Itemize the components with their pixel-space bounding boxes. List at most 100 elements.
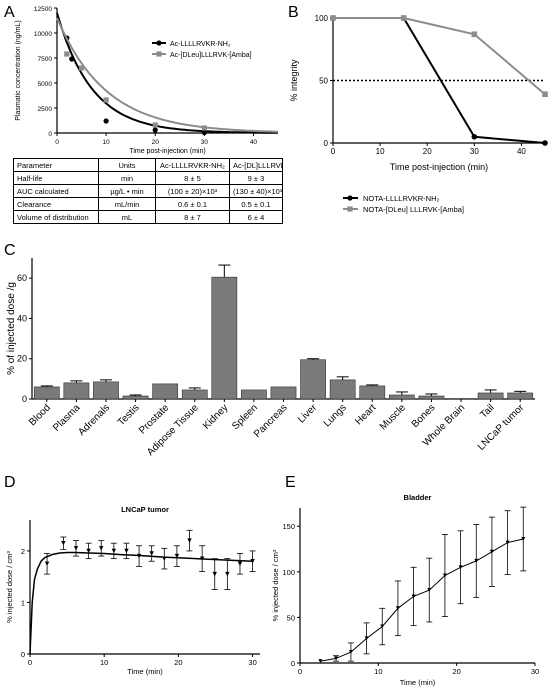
data-point — [400, 15, 407, 21]
y-tick-label: 0 — [291, 659, 295, 668]
y-tick-label: 40 — [17, 313, 27, 323]
panel-label-a: A — [4, 4, 15, 21]
bar — [270, 386, 297, 400]
table-cell: AUC calculated — [13, 184, 99, 198]
table-cell: (100 ± 20)×10³ — [155, 184, 230, 198]
bar — [300, 359, 326, 400]
data-point — [152, 122, 158, 128]
category-label: Adipose Tissue — [145, 402, 201, 458]
data-point — [103, 97, 109, 103]
data-point — [411, 594, 416, 599]
legend-marker — [347, 206, 353, 212]
data-point — [61, 540, 66, 546]
bar — [477, 392, 504, 400]
data-point — [471, 31, 478, 38]
bar — [33, 386, 60, 400]
table-cell: Ac-LLLLRVKR-NH₂ — [155, 158, 230, 172]
data-point — [489, 549, 494, 554]
table-cell: mL — [98, 210, 156, 224]
x-tick-label: 10 — [374, 667, 382, 676]
data-point — [364, 636, 369, 641]
category-label: Bones — [410, 402, 438, 430]
data-point — [250, 559, 255, 564]
pharmacokinetic-parameter-table: Parameter Units Ac-LLLLRVKR-NH₂ Ac-[DL]LLLR… — [13, 158, 283, 224]
category-label: Adrenals — [76, 402, 112, 438]
table-row: Clearance mL/min 0.6 ± 0.1 0.5 ± 0.1 — [13, 197, 283, 211]
data-point — [348, 650, 353, 655]
panel-label-e: E — [285, 474, 296, 491]
y-tick-label: 100 — [315, 14, 329, 23]
x-axis-title: Time post-injection (min) — [129, 148, 205, 155]
x-tick-label: 30 — [201, 139, 209, 146]
table-cell: mL/min — [98, 197, 156, 211]
y-axis-title: Plasmatic concentration (ng/mL) — [15, 20, 22, 120]
chart-title: LNCaP tumor — [121, 505, 169, 514]
table-cell: Half-life — [13, 171, 99, 185]
category-label: Kidney — [201, 402, 230, 431]
y-tick-label: 2 — [21, 547, 25, 556]
data-point — [111, 548, 117, 554]
y-tick-label: 50 — [319, 77, 328, 86]
y-tick-label: 10000 — [34, 31, 52, 38]
panel-label-d: D — [4, 474, 16, 491]
x-axis-title: Time (min) — [400, 678, 436, 687]
legend-label: Ac-LLLLRVKR-NH₂ — [170, 41, 231, 48]
series-line-2 — [333, 17, 546, 96]
data-point — [380, 624, 385, 629]
y-tick-label: 0 — [324, 139, 329, 148]
x-tick-label: 20 — [452, 667, 460, 676]
parameter-table-body: Parameter Units Ac-LLLLRVKR-NH₂ Ac-[DL]LLLR… — [13, 158, 283, 224]
legend-marker — [156, 51, 162, 57]
data-point — [330, 15, 336, 21]
y-axis-title: % integrity — [289, 59, 299, 102]
category-label: Lungs — [322, 402, 349, 429]
x-tick-label: 0 — [298, 667, 302, 676]
chart-title: Bladder — [404, 493, 432, 502]
y-tick-label: 2500 — [38, 106, 53, 113]
y-tick-label: 20 — [17, 354, 27, 364]
x-tick-label: 20 — [423, 147, 432, 156]
fit-curve-1 — [56, 12, 278, 134]
panel-label-b: B — [288, 4, 299, 21]
data-point — [73, 546, 79, 551]
data-point — [124, 548, 129, 554]
y-axis-title: % injected dose / cm³ — [5, 551, 14, 623]
table-cell: Units — [98, 158, 156, 172]
data-point — [78, 65, 85, 71]
data-point — [174, 553, 180, 559]
bar — [181, 389, 208, 400]
data-point — [187, 538, 192, 543]
x-tick-label: 30 — [248, 658, 256, 667]
bar — [211, 276, 238, 400]
table-cell: 9 ± 3 — [229, 171, 283, 185]
y-tick-label: 150 — [282, 522, 295, 531]
x-tick-label: 40 — [250, 139, 258, 146]
table-cell: min — [98, 171, 156, 185]
data-point — [521, 537, 526, 541]
category-label: Blood — [27, 402, 53, 428]
category-label: Liver — [296, 402, 320, 426]
x-tick-label: 40 — [517, 147, 526, 156]
chart-d-lncap-tumor: 0 10 20 30 0 1 2 Time (min) % injected dose / cm… — [5, 505, 260, 676]
data-point — [201, 125, 207, 131]
y-axis-title: % of injected dose /g — [6, 282, 17, 375]
bar — [241, 389, 267, 400]
fit-curve-2 — [56, 17, 278, 133]
data-point — [225, 571, 230, 577]
x-tick-label: 30 — [531, 667, 539, 676]
y-tick-label: 0 — [48, 131, 52, 138]
data-point — [199, 556, 205, 561]
data-point — [162, 556, 167, 561]
table-cell: (130 ± 40)×10³ — [229, 184, 283, 198]
bar — [93, 381, 119, 400]
category-label: Muscle — [378, 402, 408, 432]
chart-e-bladder: 0 10 20 30 0 50 100 150 Time (min) % injected dos… — [271, 493, 539, 687]
data-point — [44, 561, 50, 567]
data-point — [458, 565, 463, 570]
data-point — [99, 546, 104, 551]
bar — [122, 395, 149, 400]
fit-curve — [29, 551, 253, 655]
